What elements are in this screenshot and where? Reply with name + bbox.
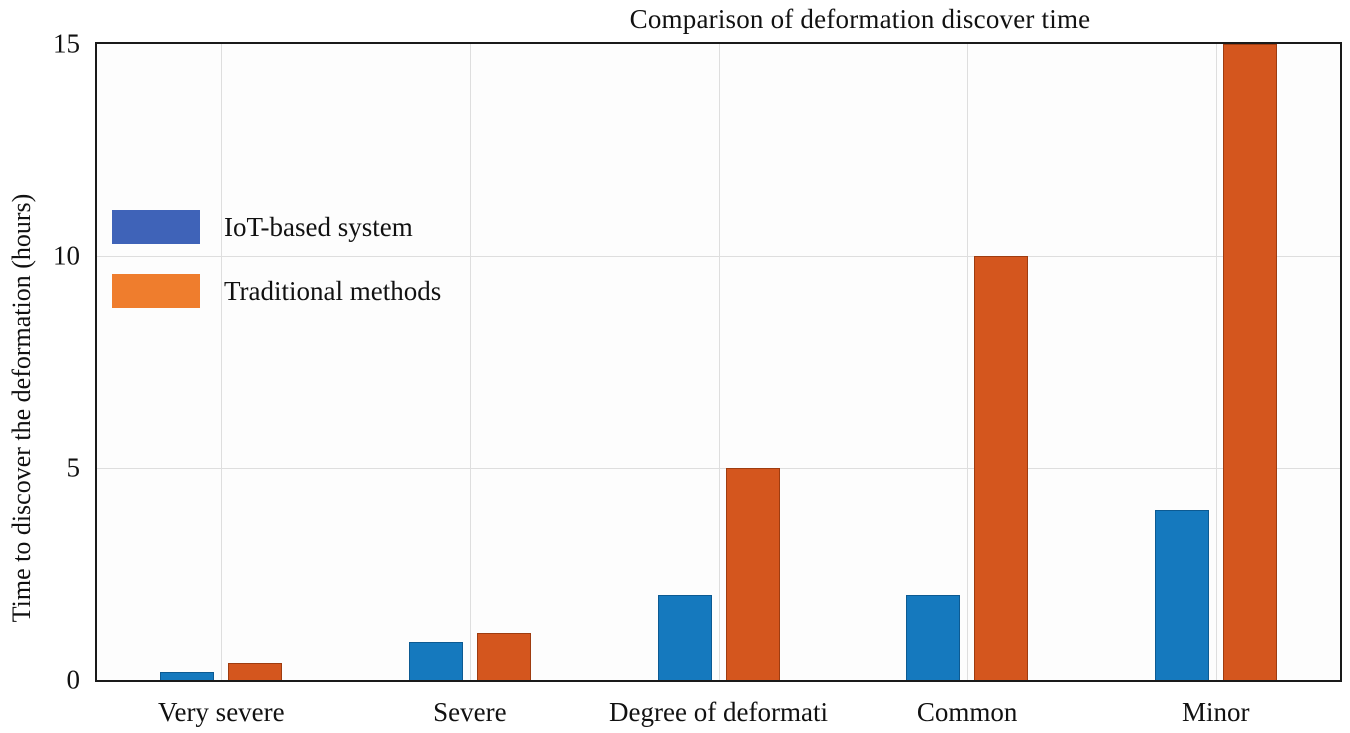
x-tick-label: Degree of deformati — [609, 697, 828, 727]
x-tick-label: Severe — [433, 697, 507, 727]
gridline-vertical — [221, 44, 223, 680]
bar — [1222, 44, 1277, 680]
bar — [476, 633, 531, 680]
legend-item-traditional: Traditional methods — [112, 274, 441, 308]
bar — [974, 256, 1029, 680]
bar — [1154, 510, 1209, 680]
y-axis-label: Time to discover the deformation (hours) — [7, 193, 36, 623]
plot-area — [97, 44, 1340, 680]
x-tick-label: Very severe — [157, 697, 285, 727]
bar — [408, 641, 463, 680]
x-tick-label: Common — [916, 697, 1018, 727]
legend-label-traditional: Traditional methods — [224, 275, 442, 306]
bar — [228, 663, 283, 680]
legend-item-iot: IoT-based system — [112, 210, 441, 244]
bar — [725, 468, 780, 680]
legend-label-iot: IoT-based system — [224, 211, 413, 242]
y-tick-label: 15 — [53, 28, 80, 59]
bar — [906, 595, 961, 680]
gridline-vertical — [718, 44, 720, 680]
x-tick-label: Minor — [1181, 697, 1250, 727]
bar — [657, 595, 712, 680]
chart-title: Comparison of deformation discover time — [629, 4, 1091, 34]
gridline-vertical — [1215, 44, 1217, 680]
bar — [160, 671, 215, 680]
y-tick-label: 0 — [66, 664, 81, 695]
gridline-vertical — [469, 44, 471, 680]
legend: IoT-based system Traditional methods — [112, 210, 441, 338]
legend-swatch-iot — [112, 210, 200, 244]
gridline-vertical — [967, 44, 969, 680]
legend-swatch-traditional — [112, 274, 200, 308]
